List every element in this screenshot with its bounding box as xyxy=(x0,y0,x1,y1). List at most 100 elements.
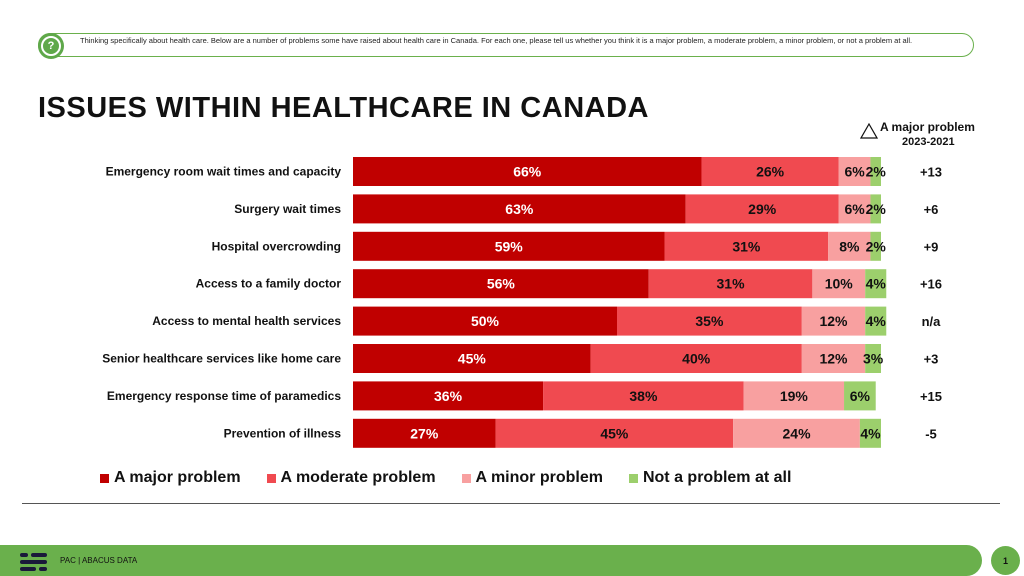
page-title: ISSUES WITHIN HEALTHCARE IN CANADA xyxy=(38,92,649,124)
data-label-minor: 12% xyxy=(819,351,848,367)
data-label-minor: 19% xyxy=(780,388,809,404)
change-value: +6 xyxy=(924,202,939,217)
bar-segment-none xyxy=(870,194,881,224)
bar-segment-moderate xyxy=(648,269,813,299)
category-label: Emergency response time of paramedics xyxy=(107,389,341,403)
bar-segment-moderate xyxy=(617,306,802,336)
bar-segment-none xyxy=(865,306,887,336)
data-label-major: 50% xyxy=(471,313,500,329)
legend-label-minor: A minor problem xyxy=(475,469,603,486)
divider xyxy=(22,503,1000,504)
footer-bar xyxy=(0,545,982,576)
data-label-none: 6% xyxy=(850,388,871,404)
bar-segment-major xyxy=(353,194,686,224)
bar-segment-minor xyxy=(743,381,845,411)
legend-label-none: Not a problem at all xyxy=(642,469,792,486)
legend-item-minor: A minor problem xyxy=(461,469,603,487)
legend-label-moderate: A moderate problem xyxy=(280,469,436,486)
data-label-major: 59% xyxy=(495,238,524,254)
change-value: +9 xyxy=(924,239,939,254)
data-label-moderate: 29% xyxy=(748,201,777,217)
footer-brand: PAC | ABACUS DATA xyxy=(60,556,138,565)
delta-icon xyxy=(860,123,878,139)
legend-label-major: A major problem xyxy=(114,469,241,486)
bar-segment-moderate xyxy=(664,231,829,261)
data-label-none: 4% xyxy=(860,425,881,441)
data-label-major: 27% xyxy=(410,425,439,441)
data-label-minor: 24% xyxy=(783,425,812,441)
bar-segment-minor xyxy=(801,306,866,336)
category-label: Access to mental health services xyxy=(152,314,341,328)
category-label: Hospital overcrowding xyxy=(212,239,341,253)
bar-segment-major xyxy=(353,344,591,373)
bar-segment-none xyxy=(865,344,881,373)
data-label-none: 4% xyxy=(866,276,887,292)
data-label-minor: 6% xyxy=(844,201,865,217)
question-text: Thinking specifically about health care.… xyxy=(80,36,913,45)
change-value: -5 xyxy=(925,426,937,441)
legend-swatch-major xyxy=(100,473,109,483)
bar-segment-minor xyxy=(801,344,866,373)
bar-segment-major xyxy=(353,306,617,336)
legend-swatch-moderate xyxy=(266,473,276,483)
bar-segment-moderate xyxy=(701,157,839,186)
data-label-major: 45% xyxy=(458,351,487,367)
legend-item-moderate: A moderate problem xyxy=(266,469,436,487)
bar-segment-moderate xyxy=(543,381,744,411)
change-value: +15 xyxy=(920,389,942,404)
category-label: Access to a family doctor xyxy=(196,277,342,291)
bar-segment-major xyxy=(353,418,496,448)
data-label-major: 56% xyxy=(487,276,516,292)
bar-segment-moderate xyxy=(495,418,734,448)
bar-segment-none xyxy=(859,418,881,448)
data-label-none: 4% xyxy=(866,313,887,329)
data-label-moderate: 31% xyxy=(732,238,761,254)
bar-segment-major xyxy=(353,381,544,411)
category-label: Senior healthcare services like home car… xyxy=(102,352,341,366)
data-label-moderate: 40% xyxy=(682,351,711,367)
bar-segment-none xyxy=(844,381,876,411)
data-label-moderate: 45% xyxy=(600,425,629,441)
bar-segment-none xyxy=(870,157,881,186)
category-label: Surgery wait times xyxy=(234,202,341,216)
data-label-minor: 12% xyxy=(819,313,848,329)
data-label-major: 63% xyxy=(505,201,534,217)
category-label: Emergency room wait times and capacity xyxy=(106,165,342,179)
stacked-bar-chart: Emergency room wait times and capacity 66… xyxy=(102,157,942,448)
bar-segment-major xyxy=(353,269,649,299)
data-label-none: 3% xyxy=(863,351,884,367)
legend-swatch-none xyxy=(628,473,638,483)
data-label-minor: 10% xyxy=(825,276,854,292)
brand-logo-icon xyxy=(20,553,47,571)
bar-segment-major xyxy=(353,231,665,261)
change-value: +16 xyxy=(920,277,942,292)
category-label: Prevention of illness xyxy=(224,426,342,440)
data-label-major: 66% xyxy=(513,164,542,180)
bar-segment-minor xyxy=(838,194,871,224)
data-label-none: 2% xyxy=(866,164,887,180)
data-label-moderate: 38% xyxy=(629,388,658,404)
bar-segment-minor xyxy=(812,269,866,299)
data-label-none: 2% xyxy=(866,201,887,217)
question-icon: ? xyxy=(38,33,64,59)
data-label-none: 2% xyxy=(866,238,887,254)
data-label-major: 36% xyxy=(434,388,463,404)
bar-segment-moderate xyxy=(685,194,839,224)
bar-segment-none xyxy=(870,231,881,261)
bar-segment-major xyxy=(353,157,702,186)
data-label-moderate: 31% xyxy=(717,276,746,292)
change-header-label: A major problem xyxy=(880,120,975,134)
data-label-minor: 8% xyxy=(839,238,860,254)
change-header-period: 2023-2021 xyxy=(902,136,955,148)
data-label-moderate: 26% xyxy=(756,164,785,180)
bar-segment-minor xyxy=(733,418,860,448)
bar-segment-minor xyxy=(828,231,871,261)
bar-segment-minor xyxy=(838,157,871,186)
legend-swatch-minor xyxy=(461,473,471,483)
legend-item-major: A major problem xyxy=(100,469,241,487)
data-label-moderate: 35% xyxy=(695,313,724,329)
legend-item-none: Not a problem at all xyxy=(628,469,792,487)
change-value: +3 xyxy=(924,352,939,367)
change-value: +13 xyxy=(920,165,942,180)
chart-legend: A major problem A moderate problem A min… xyxy=(100,469,817,487)
